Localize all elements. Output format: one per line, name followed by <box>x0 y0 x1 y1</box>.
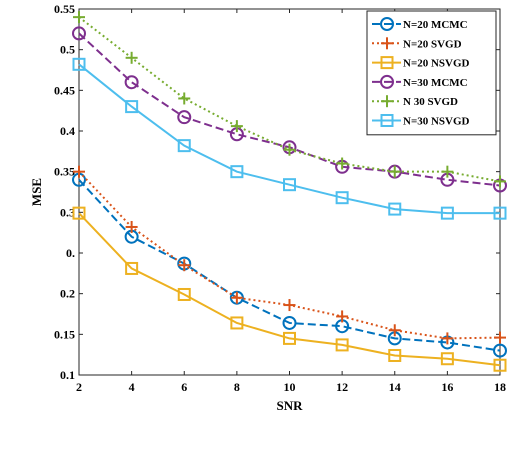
data-point-plus <box>283 143 296 156</box>
data-point-plus <box>125 220 138 233</box>
data-point-square <box>125 100 139 114</box>
y-axis-title: MSE <box>29 178 44 206</box>
legend-label: N 30 SVGD <box>403 96 458 108</box>
series-5 <box>73 11 506 188</box>
data-point-plus <box>388 165 401 178</box>
data-point-plus <box>336 310 349 323</box>
data-point-circle <box>380 74 394 89</box>
data-point-square <box>493 358 507 372</box>
legend-item: N=20 NSVGD <box>372 56 470 70</box>
data-point-circle <box>177 110 192 125</box>
data-point-plus <box>73 165 85 178</box>
data-point-square <box>177 139 191 153</box>
legend-item: N=20 MCMC <box>372 17 468 31</box>
data-point-square <box>335 338 349 352</box>
data-point-square <box>388 348 402 362</box>
y-tick-label: 0.5 <box>60 43 75 57</box>
series-layer <box>72 11 507 372</box>
x-axis-title: SNR <box>276 398 303 413</box>
data-point-plus <box>125 51 138 64</box>
data-point-plus <box>441 165 454 178</box>
data-point-square <box>177 287 191 301</box>
data-point-plus <box>388 324 401 337</box>
data-point-square <box>388 202 402 216</box>
data-point-square <box>380 114 394 127</box>
series-3 <box>72 206 507 372</box>
y-tick-label: 0.2 <box>60 287 75 301</box>
legend-item: N=20 SVGD <box>372 37 462 50</box>
legend-item: N=30 MCMC <box>372 74 468 89</box>
y-axis-ticks: 0.1 0.15 0.2 0. 0.3 0.35 0.4 0.45 0.5 0.55 <box>54 2 500 382</box>
legend-label: N=30 MCMC <box>403 77 468 89</box>
data-point-square <box>335 191 349 205</box>
y-tick-label: 0.55 <box>54 2 75 16</box>
legend-label: N=20 SVGD <box>403 38 462 50</box>
legend-label: N=30 NSVGD <box>403 116 470 128</box>
data-point-circle <box>493 343 507 358</box>
data-point-circle <box>282 315 297 330</box>
data-point-square <box>283 178 296 192</box>
x-tick-label: 6 <box>181 380 187 394</box>
series-2 <box>73 165 506 345</box>
data-point-square <box>440 352 454 366</box>
data-point-square <box>230 165 244 179</box>
x-tick-label: 18 <box>494 380 506 394</box>
x-tick-label: 4 <box>129 380 135 394</box>
data-point-circle <box>380 17 394 31</box>
data-point-plus <box>494 331 506 344</box>
data-point-plus <box>230 291 243 304</box>
data-point-square <box>230 316 244 330</box>
y-tick-label: 0. <box>66 246 75 260</box>
y-tick-label: 0.3 <box>60 205 75 219</box>
y-tick-label: 0.45 <box>54 83 75 97</box>
x-tick-label: 8 <box>234 380 240 394</box>
data-point-plus <box>336 157 349 170</box>
data-point-square <box>440 206 454 220</box>
data-point-square <box>72 206 86 220</box>
data-point-square <box>125 261 139 275</box>
data-point-plus <box>178 259 191 272</box>
legend-label: N=20 MCMC <box>403 19 468 31</box>
y-tick-label: 0.35 <box>54 165 75 179</box>
series-line <box>78 170 501 340</box>
x-tick-label: 14 <box>389 380 401 394</box>
data-point-circle <box>72 26 86 41</box>
data-point-square <box>72 57 86 71</box>
legend-item: N=30 NSVGD <box>372 114 470 128</box>
data-point-plus <box>494 175 506 188</box>
series-line <box>78 212 501 367</box>
x-tick-label: 16 <box>441 380 453 394</box>
data-point-plus <box>441 332 454 345</box>
x-tick-label: 10 <box>284 380 296 394</box>
data-point-square <box>493 206 507 220</box>
y-tick-label: 0.1 <box>60 368 75 382</box>
data-point-square <box>380 56 394 70</box>
data-point-plus <box>178 92 191 105</box>
y-tick-label: 0.4 <box>60 124 75 138</box>
legend: N=20 MCMC N=20 SVGD N=20 NSVGD N=30 MCMC N 3… <box>366 10 497 136</box>
x-axis-ticks: 2 4 6 8 10 12 14 16 18 <box>76 9 506 394</box>
legend-item: N 30 SVGD <box>372 95 458 108</box>
x-tick-label: 12 <box>336 380 348 394</box>
data-point-plus <box>283 299 296 312</box>
data-point-circle <box>124 75 139 90</box>
legend-label: N=20 NSVGD <box>403 58 470 70</box>
data-point-square <box>283 331 296 345</box>
data-point-plus <box>381 37 393 50</box>
series-6 <box>72 57 507 220</box>
y-tick-label: 0.15 <box>54 327 75 341</box>
data-point-plus <box>381 95 393 108</box>
data-point-plus <box>73 11 85 24</box>
x-tick-label: 2 <box>76 380 82 394</box>
series-line <box>78 63 500 215</box>
data-point-plus <box>230 120 243 133</box>
series-line <box>78 179 501 352</box>
